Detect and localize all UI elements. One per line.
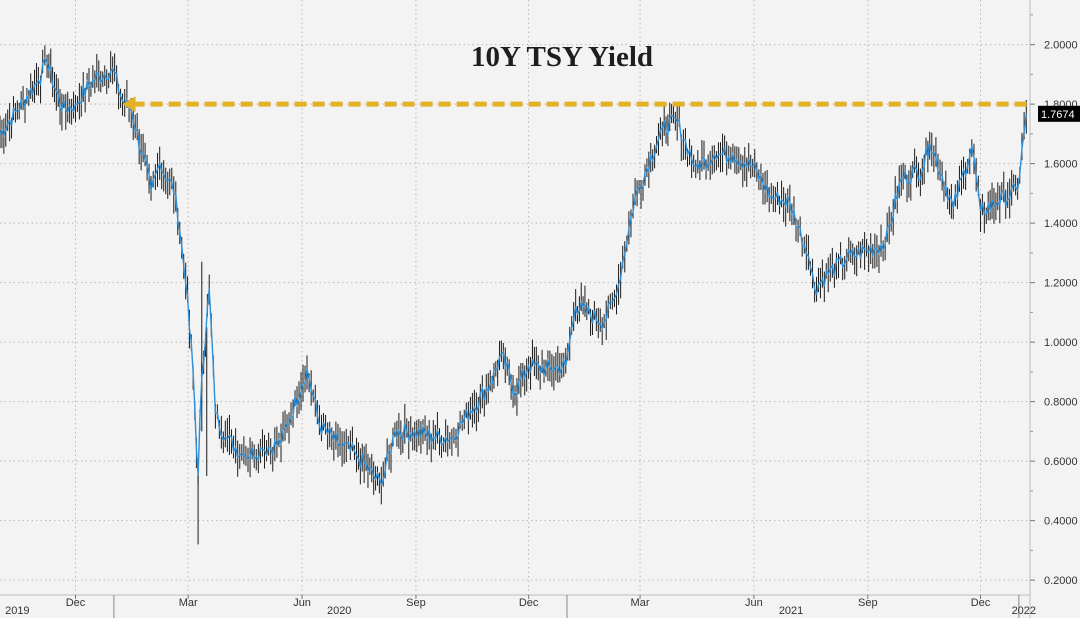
y-tick-label: 1.0000 [1044, 337, 1078, 349]
grid-layer [0, 0, 1030, 595]
x-tick-label: Jun [293, 597, 311, 609]
x-tick-label: Sep [406, 597, 426, 609]
y-tick-label: 1.4000 [1044, 218, 1078, 230]
y-tick-label: 2.0000 [1044, 40, 1078, 52]
x-tick-label: Jun [745, 597, 763, 609]
chart-title: 10Y TSY Yield [471, 41, 653, 73]
reference-arrowhead [122, 96, 136, 113]
x-year-label: 2022 [1012, 605, 1036, 617]
y-tick-label: 1.6000 [1044, 159, 1078, 171]
x-tick-label: Mar [631, 597, 650, 609]
y-tick-label: 1.2000 [1044, 278, 1078, 290]
x-tick-label: Dec [971, 597, 991, 609]
x-tick-label: Sep [858, 597, 878, 609]
last-value-tag-background [1038, 105, 1080, 122]
x-year-label: 2021 [779, 605, 803, 617]
y-axis: 0.2000 0.4000 0.6000 0.8000 1.0000 1.2000 1.40… [1029, 0, 1078, 618]
x-year-label: 2019 [5, 605, 29, 617]
y-tick-label: 0.6000 [1044, 456, 1078, 468]
x-year-label: 2020 [327, 605, 351, 617]
y-tick-label: 0.4000 [1044, 516, 1078, 528]
y-tick-label: 0.8000 [1044, 397, 1078, 409]
x-tick-label: Dec [66, 597, 86, 609]
last-value-label: 1.7674 [1041, 109, 1075, 121]
yield-series-line [0, 57, 1027, 488]
series-layer [0, 45, 1027, 545]
y-tick-label: 0.2000 [1044, 575, 1078, 587]
last-value-tag: 1.7674 [1038, 105, 1080, 122]
x-tick-label: Dec [519, 597, 539, 609]
x-tick-label: Mar [179, 597, 198, 609]
reference-layer [122, 96, 1030, 113]
